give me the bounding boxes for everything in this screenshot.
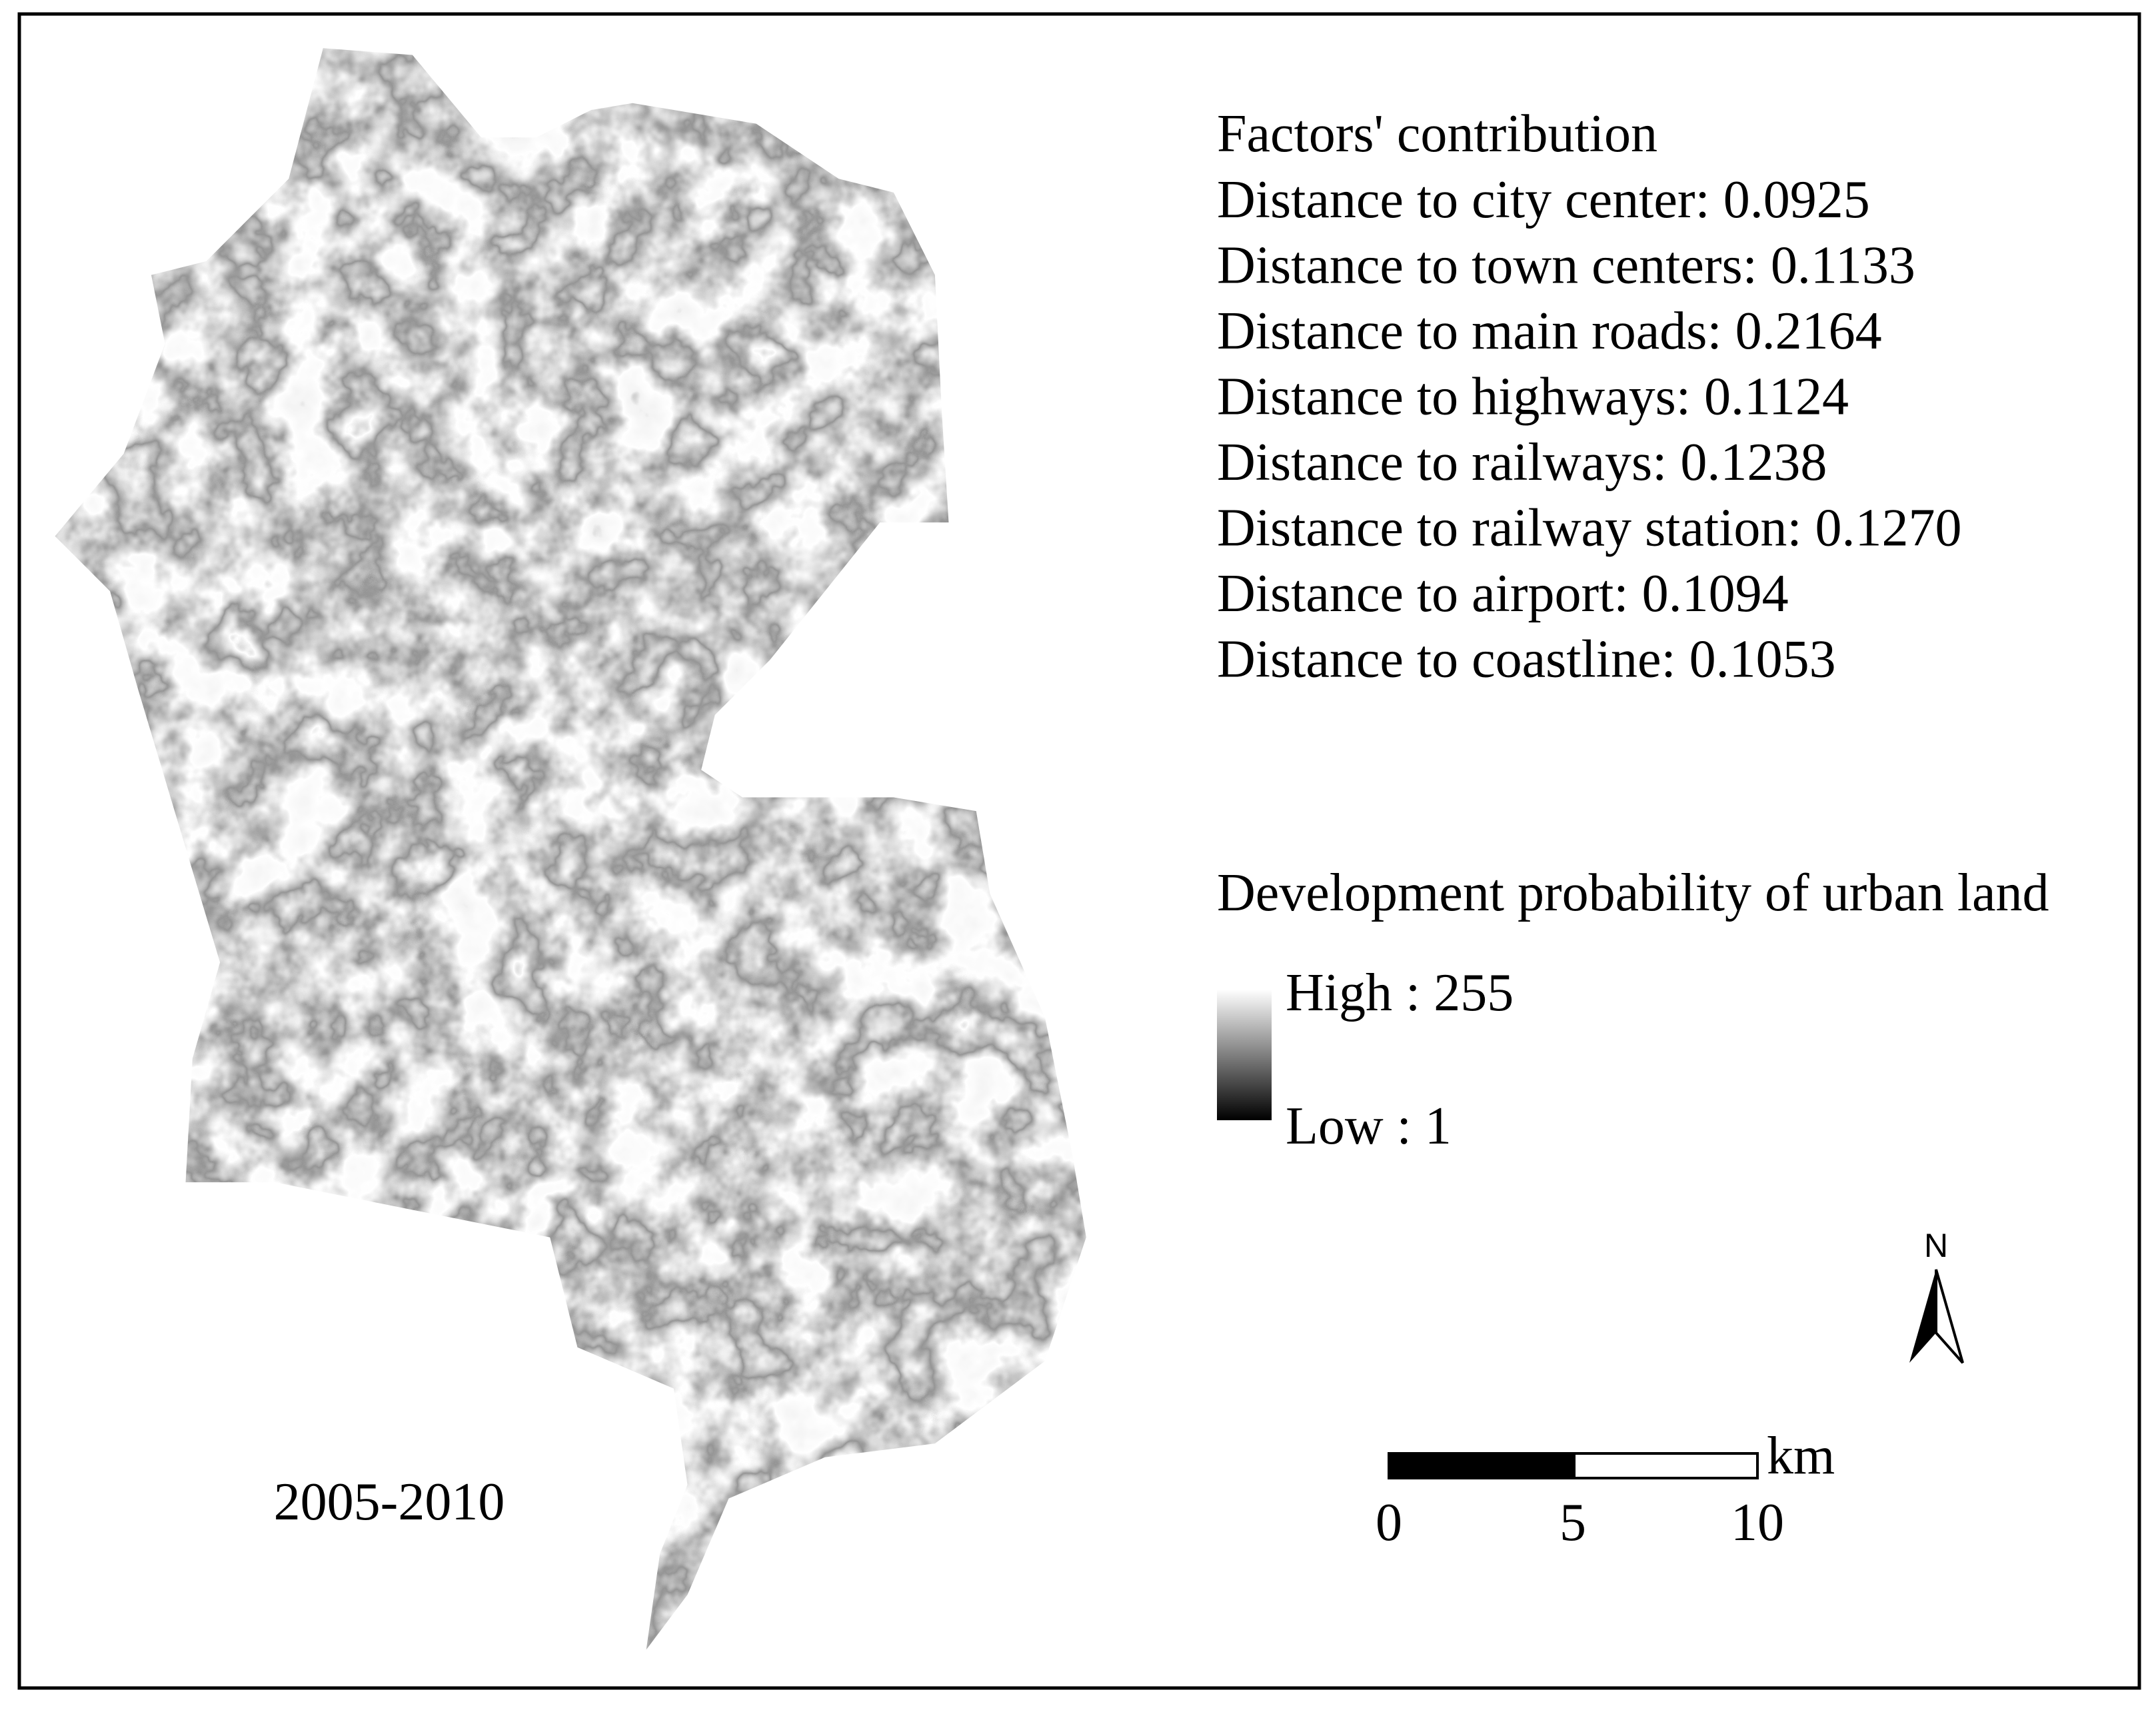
scale-tick: 10 [1731, 1493, 1784, 1552]
north-label: N [1924, 1227, 1948, 1264]
factor-item: Distance to airport: 0.1094 [1217, 564, 1789, 623]
north-arrow-left [1909, 1270, 1936, 1363]
factor-list: Distance to city center: 0.0925 Distance … [1217, 171, 1962, 689]
factor-item: Distance to railway station: 0.1270 [1217, 499, 1962, 558]
factor-item: Distance to main roads: 0.2164 [1217, 302, 1882, 361]
legend-ramp [1217, 990, 1272, 1120]
factor-item: Distance to railways: 0.1238 [1217, 433, 1827, 492]
scale-tick: 5 [1560, 1493, 1586, 1552]
legend-low: Low : 1 [1286, 1097, 1452, 1156]
factor-item: Distance to highways: 0.1124 [1217, 368, 1849, 427]
scale-unit: km [1767, 1427, 1835, 1485]
factor-item: Distance to town centers: 0.1133 [1217, 237, 1915, 295]
scale-tick: 0 [1376, 1493, 1402, 1552]
scale-bar-black [1388, 1452, 1576, 1479]
scale-bar-white [1573, 1452, 1759, 1479]
factor-item: Distance to city center: 0.0925 [1217, 171, 1870, 229]
factor-item: Distance to coastline: 0.1053 [1217, 630, 1836, 689]
legend-high: High : 255 [1286, 964, 1514, 1022]
factors-title: Factors' contribution [1217, 105, 1657, 163]
period-label: 2005-2010 [274, 1473, 505, 1531]
legend-title: Development probability of urban land [1217, 864, 2049, 922]
north-arrow-right [1935, 1269, 1964, 1364]
